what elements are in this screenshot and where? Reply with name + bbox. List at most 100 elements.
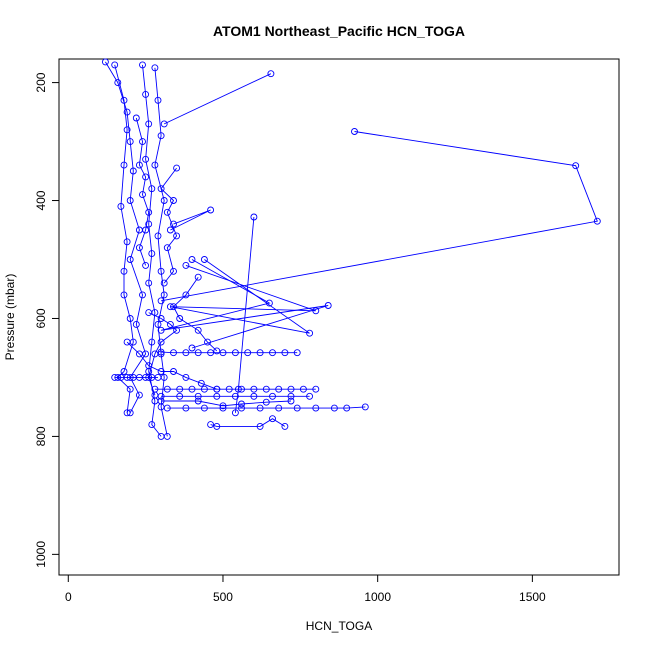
data-point	[154, 232, 162, 240]
data-point	[170, 368, 177, 375]
data-point	[173, 164, 181, 172]
series-line	[154, 67, 168, 437]
data-point	[182, 373, 190, 381]
data-point	[173, 326, 181, 334]
data-point	[123, 108, 131, 116]
data-point	[148, 250, 156, 258]
data-point	[151, 391, 159, 399]
data-point	[194, 326, 202, 334]
data-point	[207, 206, 215, 214]
data-point	[250, 385, 258, 393]
data-point	[213, 392, 221, 400]
data-point	[142, 261, 150, 269]
data-series	[145, 309, 181, 399]
data-point	[293, 349, 301, 357]
data-point	[142, 90, 150, 98]
data-point	[145, 309, 153, 317]
series-line	[105, 61, 147, 414]
data-point	[145, 279, 153, 287]
data-series	[157, 128, 601, 305]
x-axis: 0 500 1000 1500	[65, 574, 546, 604]
data-point	[269, 392, 276, 400]
data-point	[139, 191, 146, 199]
series-line	[160, 259, 329, 349]
data-point	[142, 226, 150, 234]
series-line	[234, 216, 255, 413]
series-line	[164, 73, 272, 125]
data-point	[145, 208, 153, 216]
data-point	[163, 385, 171, 393]
data-point	[129, 167, 137, 175]
y-tick-label: 400	[34, 190, 48, 210]
data-point	[351, 128, 358, 135]
series-line	[161, 131, 598, 302]
data-point	[157, 368, 165, 375]
series-line	[167, 406, 366, 409]
data-point	[139, 138, 146, 146]
data-point	[123, 126, 131, 134]
data-point	[593, 217, 601, 225]
data-point	[163, 208, 171, 216]
data-point	[126, 385, 134, 393]
data-point	[151, 350, 159, 358]
data-point	[293, 404, 301, 412]
data-point	[157, 297, 165, 305]
data-point	[123, 238, 131, 246]
data-point	[101, 58, 109, 66]
data-point	[135, 244, 143, 252]
data-point	[306, 392, 314, 400]
data-point	[154, 96, 162, 104]
data-point	[287, 385, 295, 393]
data-point	[312, 404, 320, 412]
data-point	[213, 385, 221, 393]
data-point	[231, 349, 239, 357]
data-series	[166, 256, 320, 337]
data-point	[219, 349, 227, 357]
chart-title: ATOM1 Northeast_Pacific HCN_TOGA	[213, 23, 465, 39]
data-point	[176, 315, 184, 322]
data-series	[111, 373, 162, 381]
data-point	[197, 379, 205, 387]
series-line	[160, 167, 178, 284]
data-point	[148, 338, 156, 346]
data-point	[135, 350, 143, 358]
data-point	[173, 232, 181, 240]
series-line	[126, 341, 217, 390]
data-point	[287, 397, 295, 405]
data-point	[213, 347, 221, 355]
data-point	[238, 404, 245, 412]
data-point	[188, 385, 196, 393]
data-point	[160, 291, 168, 299]
series-line	[148, 312, 178, 396]
data-point	[166, 320, 174, 328]
data-point	[163, 432, 171, 440]
data-point	[207, 349, 215, 357]
data-point	[157, 397, 165, 405]
data-point	[154, 373, 162, 381]
data-point	[157, 267, 165, 275]
data-point	[299, 385, 307, 393]
data-point	[269, 415, 276, 423]
data-point	[132, 320, 140, 328]
data-point	[148, 421, 156, 429]
data-point	[151, 161, 159, 169]
data-point	[182, 261, 190, 269]
y-tick-label: 800	[34, 426, 48, 446]
series-line	[170, 209, 211, 231]
data-series	[163, 403, 369, 412]
data-point	[157, 185, 165, 193]
y-axis: 200 400 600 800 1000	[34, 72, 60, 568]
data-series	[157, 164, 181, 287]
data-series	[231, 213, 258, 417]
x-tick-label: 0	[65, 590, 72, 604]
data-point	[188, 256, 196, 263]
data-point	[269, 349, 276, 357]
data-series	[139, 61, 165, 440]
data-point	[281, 422, 289, 430]
data-point	[182, 349, 190, 357]
data-point	[256, 404, 264, 412]
data-point	[120, 96, 128, 104]
data-point	[256, 349, 264, 357]
data-point	[281, 349, 289, 357]
